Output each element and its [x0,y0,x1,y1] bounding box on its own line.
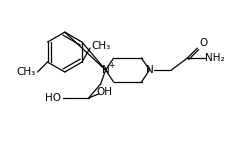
Text: O: O [199,38,207,48]
Text: N: N [102,65,109,75]
Text: CH₃: CH₃ [91,41,111,51]
Text: HO: HO [45,93,61,103]
Text: +: + [109,61,115,70]
Text: NH₂: NH₂ [205,53,225,63]
Text: CH₃: CH₃ [16,67,35,77]
Text: OH: OH [97,87,113,97]
Text: N: N [146,65,153,75]
